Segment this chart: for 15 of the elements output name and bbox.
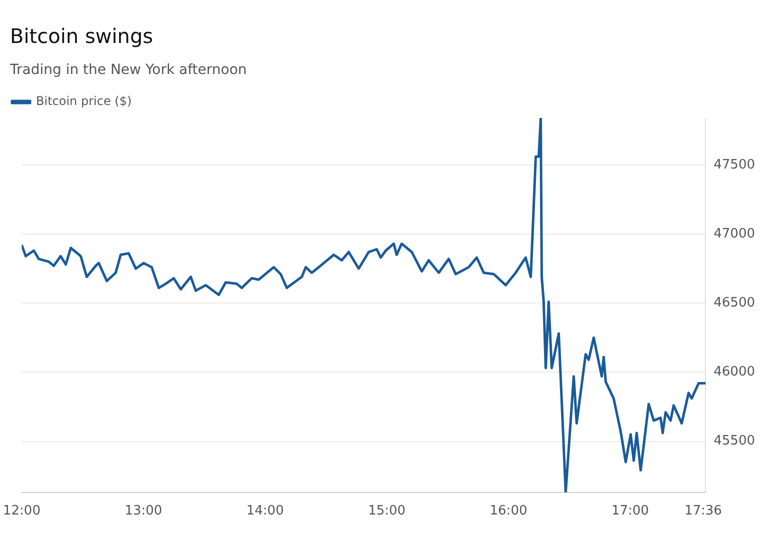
x-tick-label: 16:00 <box>490 504 528 519</box>
legend-label: Bitcoin price ($) <box>36 94 132 108</box>
x-tick-label: 14:00 <box>246 504 284 519</box>
x-tick-label: 17:00 <box>611 504 649 519</box>
x-tick-label: 12:00 <box>3 504 40 519</box>
y-tick-label: 47500 <box>714 157 756 172</box>
y-tick-label: 46500 <box>714 296 756 311</box>
x-tick-label: 15:00 <box>368 504 406 519</box>
chart-title: Bitcoin swings <box>10 24 154 48</box>
chart-subtitle: Trading in the New York afternoon <box>10 62 247 78</box>
x-tick-label: 17:36 <box>684 504 722 519</box>
y-tick-label: 45500 <box>714 434 756 449</box>
y-tick-label: 46000 <box>714 364 756 380</box>
x-tick-label: 13:00 <box>124 504 162 519</box>
y-tick-label: 47000 <box>714 226 756 242</box>
